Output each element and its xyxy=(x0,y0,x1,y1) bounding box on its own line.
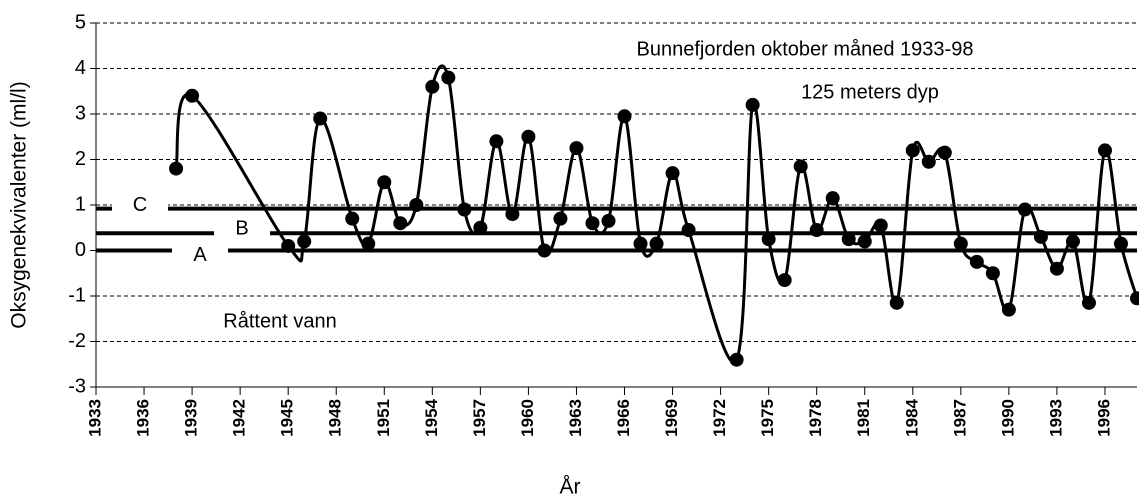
point xyxy=(489,134,504,149)
point xyxy=(1081,295,1096,310)
x-tick-label: 1972 xyxy=(710,399,729,437)
point xyxy=(1130,291,1139,306)
point xyxy=(1065,234,1080,249)
x-tick-label: 1945 xyxy=(278,399,297,437)
point xyxy=(681,223,696,238)
point xyxy=(873,218,888,233)
point xyxy=(857,234,872,249)
x-tick-label: 1942 xyxy=(230,399,249,437)
x-tick-label: 1939 xyxy=(182,399,201,437)
y-tick-label: 2 xyxy=(75,148,86,170)
point xyxy=(377,175,392,190)
reference-label-box xyxy=(172,243,228,268)
x-tick-label: 1954 xyxy=(422,398,441,436)
x-tick-label: 1990 xyxy=(998,399,1017,437)
reference-label: C xyxy=(133,194,147,216)
point xyxy=(1113,236,1128,251)
point xyxy=(745,97,760,112)
point xyxy=(297,234,312,249)
point xyxy=(169,161,184,176)
point xyxy=(665,166,680,181)
point xyxy=(393,216,408,231)
x-tick-label: 1957 xyxy=(470,399,489,437)
point xyxy=(937,145,952,160)
x-tick-label: 1969 xyxy=(662,399,681,437)
point xyxy=(841,232,856,247)
point xyxy=(521,129,536,144)
y-axis-label: Oksygenekvivalenter (ml/l) xyxy=(8,81,31,328)
point xyxy=(633,236,648,251)
x-tick-label: 1933 xyxy=(85,399,104,437)
point xyxy=(777,273,792,288)
point xyxy=(809,223,824,238)
point xyxy=(505,207,520,222)
point xyxy=(889,295,904,310)
y-tick-label: 0 xyxy=(75,239,86,261)
point xyxy=(441,70,456,85)
point xyxy=(537,243,552,258)
reference-label-box xyxy=(214,217,270,242)
point xyxy=(729,352,744,367)
point xyxy=(313,111,328,126)
x-tick-label: 1960 xyxy=(518,399,537,437)
y-tick-label: -1 xyxy=(68,284,86,306)
point xyxy=(1097,143,1112,158)
point xyxy=(921,154,936,169)
point xyxy=(617,109,632,124)
y-tick-label: 4 xyxy=(75,57,86,79)
x-tick-label: 1978 xyxy=(806,399,825,437)
point xyxy=(1033,229,1048,244)
x-tick-label: 1984 xyxy=(902,398,921,436)
point xyxy=(425,79,440,94)
x-tick-label: 1936 xyxy=(134,399,153,437)
x-tick-label: 1996 xyxy=(1094,399,1113,437)
point xyxy=(361,236,376,251)
point xyxy=(553,211,568,226)
point xyxy=(953,236,968,251)
point xyxy=(1017,202,1032,217)
annotation: Råttent vann xyxy=(223,310,336,332)
point xyxy=(185,88,200,103)
x-tick-label: 1966 xyxy=(614,399,633,437)
y-tick-label: 3 xyxy=(75,102,86,124)
point xyxy=(457,202,472,217)
reference-label-box xyxy=(112,193,168,218)
x-tick-label: 1951 xyxy=(374,399,393,437)
reference-label: B xyxy=(235,217,248,239)
x-tick-label: 1987 xyxy=(950,399,969,437)
point xyxy=(569,141,584,156)
point xyxy=(1049,261,1064,276)
point xyxy=(905,143,920,158)
point xyxy=(345,211,360,226)
y-tick-label: -3 xyxy=(68,375,86,397)
point xyxy=(281,238,296,253)
point xyxy=(1001,302,1016,317)
chart-subtitle: 125 meters dyp xyxy=(801,81,939,103)
reference-label: A xyxy=(193,244,207,266)
chart-title: Bunnefjorden oktober måned 1933-98 xyxy=(637,38,974,60)
point xyxy=(969,254,984,269)
x-tick-label: 1948 xyxy=(326,399,345,437)
x-tick-label: 1993 xyxy=(1046,399,1065,437)
x-tick-label: 1963 xyxy=(566,399,585,437)
point xyxy=(601,213,616,228)
y-tick-label: -2 xyxy=(68,330,86,352)
y-tick-label: 1 xyxy=(75,193,86,215)
point xyxy=(985,266,1000,281)
point xyxy=(825,191,840,206)
y-tick-label: 5 xyxy=(75,11,86,33)
point xyxy=(793,159,808,174)
point xyxy=(649,236,664,251)
point xyxy=(409,198,424,212)
point xyxy=(761,232,776,247)
x-axis-label: År xyxy=(560,476,581,499)
x-tick-label: 1981 xyxy=(854,399,873,437)
x-tick-label: 1975 xyxy=(758,399,777,437)
point xyxy=(585,216,600,231)
point xyxy=(473,220,488,235)
